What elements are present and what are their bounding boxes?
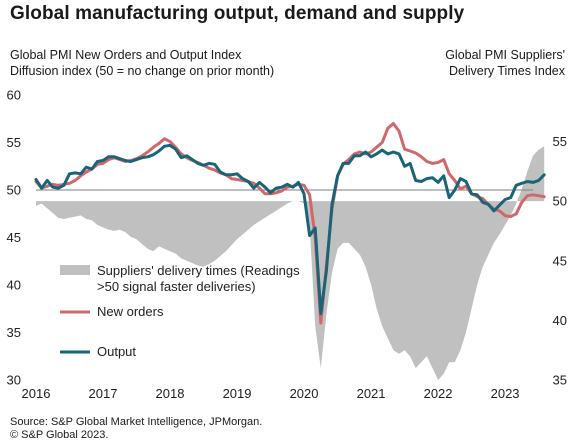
x-tick-label: 2018 [156,386,185,401]
left-axis-title: Global PMI New Orders and Output Index D… [10,47,274,79]
right-tick-label: 50 [553,194,567,209]
right-axis-title-line1: Global PMI Suppliers' [445,48,565,62]
x-tick-label: 2017 [89,386,118,401]
x-tick-label: 2020 [290,386,319,401]
left-tick-label: 50 [7,183,21,198]
left-axis-title-line1: Global PMI New Orders and Output Index [10,48,242,62]
x-tick-label: 2022 [424,386,453,401]
left-tick-label: 40 [7,278,21,293]
left-axis-title-line2: Diffusion index (50 = no change on prior… [10,64,275,78]
legend-label-new-orders: New orders [97,304,164,319]
legend-label-delivery-line1: Suppliers' delivery times (Readings [97,263,300,278]
right-tick-label: 35 [553,373,567,388]
left-tick-label: 55 [7,135,21,150]
x-tick-label: 2021 [357,386,386,401]
right-tick-label: 45 [553,253,567,268]
left-tick-label: 45 [7,230,21,245]
delivery-times-area [36,146,545,380]
source-note: Source: S&P Global Market Intelligence, … [10,416,262,442]
left-tick-label: 30 [7,373,21,388]
chart-title: Global manufacturing output, demand and … [10,3,465,24]
source-line2: © S&P Global 2023. [10,429,109,441]
right-axis-title-line2: Delivery Times Index [448,64,565,78]
output-line [34,143,546,315]
left-tick-label: 35 [7,325,21,340]
left-tick-label: 60 [7,88,21,103]
right-tick-label: 55 [553,134,567,149]
legend-label-output: Output [97,344,136,359]
legend-label-delivery-line2: >50 signal faster deliveries) [97,279,256,294]
legend-swatch-delivery [60,265,90,275]
x-tick-label: 2023 [491,386,520,401]
x-tick-label: 2019 [223,386,252,401]
source-line1: Source: S&P Global Market Intelligence, … [10,416,263,428]
right-axis-title: Global PMI Suppliers' Delivery Times Ind… [445,47,565,79]
right-tick-label: 40 [553,313,567,328]
x-tick-label: 2016 [22,386,51,401]
